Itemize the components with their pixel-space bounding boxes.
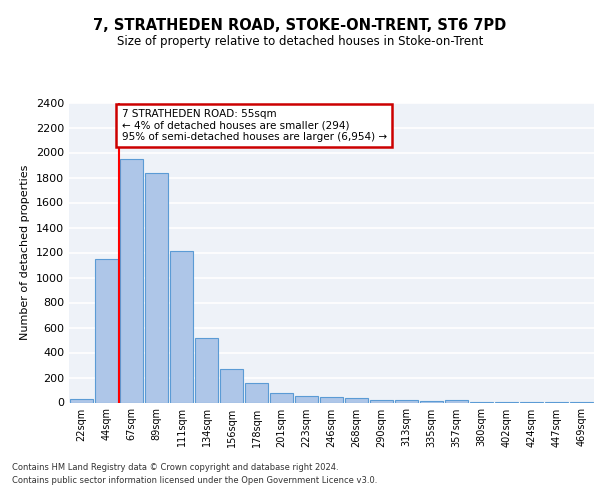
Bar (420, 401, 443, 402)
Bar (120, 159, 143, 402)
Bar (295, 396, 318, 402)
Text: Size of property relative to detached houses in Stoke-on-Trent: Size of property relative to detached ho… (117, 35, 483, 48)
Bar (370, 400, 393, 402)
Bar (70, 399, 93, 402)
Bar (220, 370, 243, 402)
Bar (395, 400, 418, 402)
Bar (320, 397, 343, 402)
Bar (145, 172, 168, 402)
Bar (245, 383, 268, 402)
Y-axis label: Number of detached properties: Number of detached properties (20, 165, 31, 340)
Text: 7, STRATHEDEN ROAD, STOKE-ON-TRENT, ST6 7PD: 7, STRATHEDEN ROAD, STOKE-ON-TRENT, ST6 … (94, 18, 506, 32)
Bar (345, 398, 368, 402)
Bar (445, 400, 468, 402)
Bar (95, 259, 118, 402)
Bar (195, 338, 218, 402)
Bar (270, 392, 293, 402)
Text: Contains public sector information licensed under the Open Government Licence v3: Contains public sector information licen… (12, 476, 377, 485)
Text: Contains HM Land Registry data © Crown copyright and database right 2024.: Contains HM Land Registry data © Crown c… (12, 462, 338, 471)
Bar (170, 252, 193, 402)
Text: 7 STRATHEDEN ROAD: 55sqm
← 4% of detached houses are smaller (294)
95% of semi-d: 7 STRATHEDEN ROAD: 55sqm ← 4% of detache… (121, 109, 386, 142)
